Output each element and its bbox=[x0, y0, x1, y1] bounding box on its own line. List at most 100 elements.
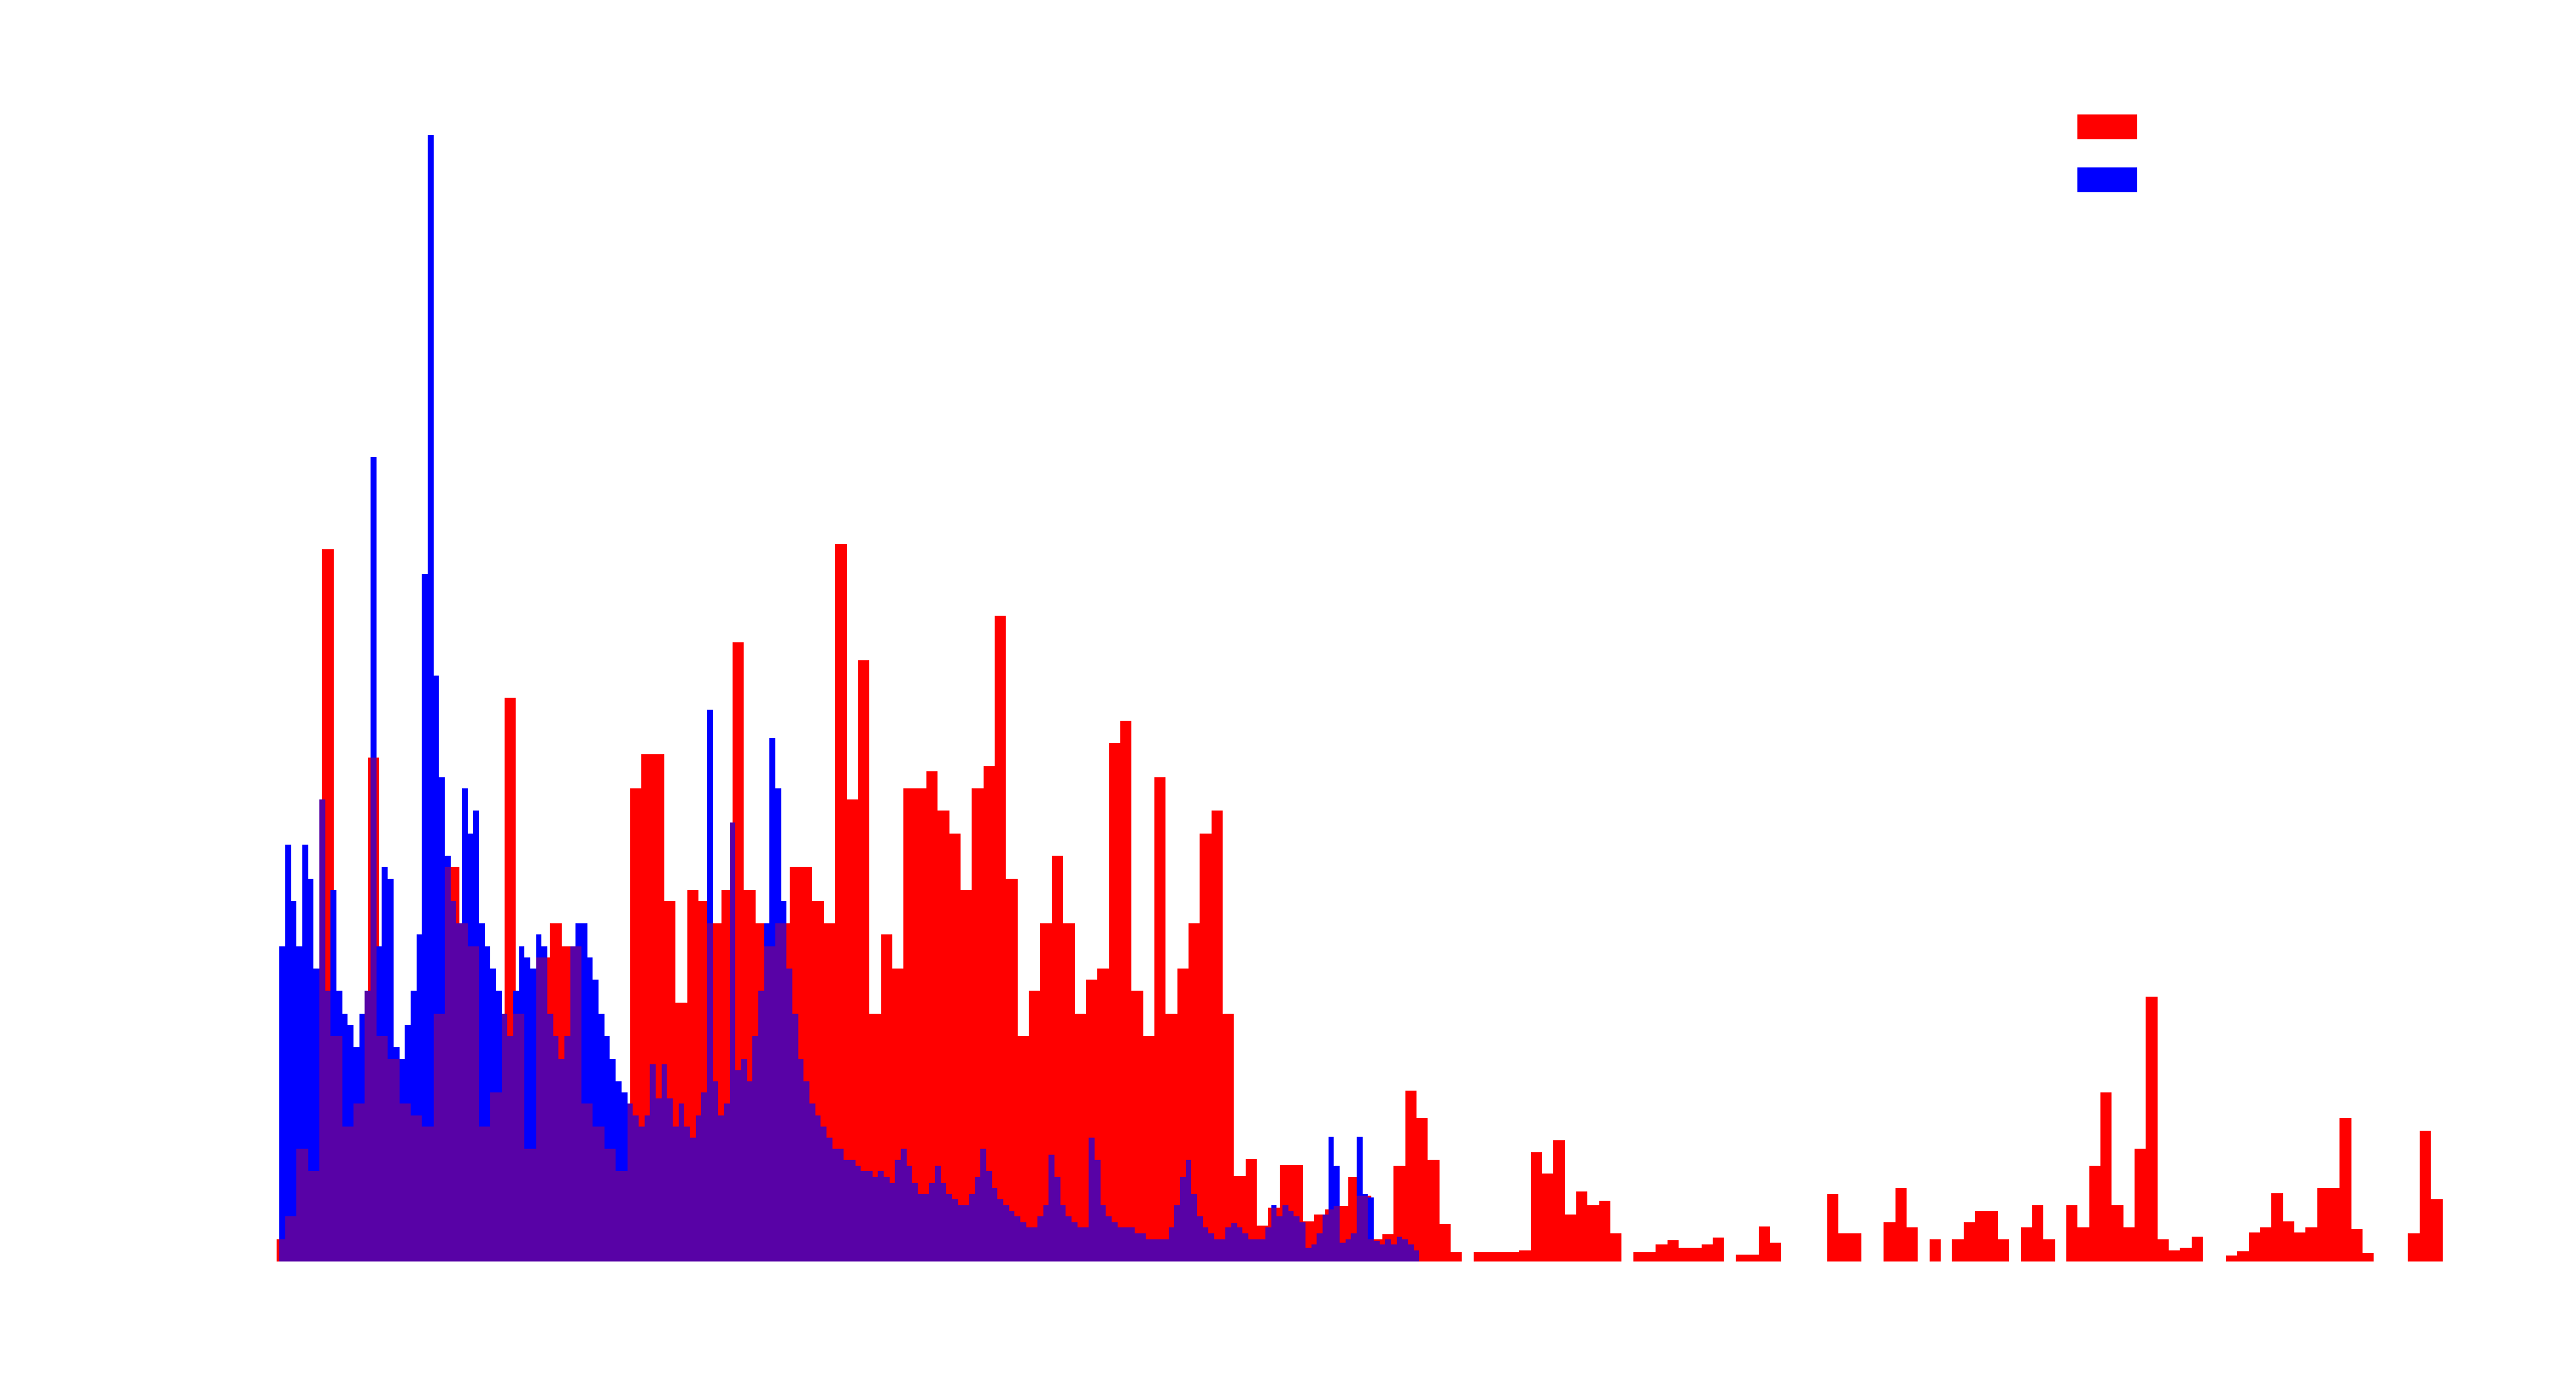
overlap-bar bbox=[1049, 1155, 1054, 1261]
overlap-bar bbox=[1231, 1223, 1237, 1261]
red-bar bbox=[1474, 1252, 1485, 1261]
red-bar bbox=[1702, 1244, 1713, 1261]
red-bar bbox=[2180, 1248, 2192, 1261]
overlap-bar bbox=[1135, 1233, 1140, 1261]
overlap-bar bbox=[575, 946, 581, 1261]
red-bar bbox=[2339, 1118, 2351, 1261]
overlap-bar bbox=[411, 1115, 417, 1261]
overlap-bar bbox=[1208, 1233, 1214, 1261]
overlap-bar bbox=[662, 1064, 667, 1261]
red-bar bbox=[1610, 1233, 1621, 1261]
red-bar bbox=[1576, 1191, 1587, 1261]
red-bar bbox=[1975, 1211, 1987, 1261]
overlap-bar bbox=[821, 1127, 827, 1261]
overlap-bar bbox=[593, 1127, 599, 1261]
red-bar bbox=[1200, 834, 1212, 1261]
overlap-bar bbox=[377, 1036, 382, 1261]
red-bar bbox=[1131, 991, 1143, 1261]
overlap-bar bbox=[1020, 1222, 1026, 1261]
overlap-bar bbox=[1294, 1216, 1300, 1261]
overlap-bar bbox=[353, 1103, 359, 1261]
red-bar bbox=[1508, 1252, 1519, 1261]
overlap-bar bbox=[1368, 1239, 1374, 1261]
overlap-bar bbox=[1066, 1216, 1072, 1261]
overlap-bar bbox=[1254, 1239, 1259, 1261]
red-bar bbox=[995, 616, 1006, 1261]
overlap-bar bbox=[952, 1199, 958, 1261]
overlap-bar bbox=[462, 923, 468, 1261]
overlap-bar bbox=[1214, 1239, 1220, 1261]
overlap-bar bbox=[690, 1138, 696, 1261]
overlap-bar bbox=[1174, 1205, 1180, 1261]
overlap-bar bbox=[1123, 1227, 1129, 1261]
overlap-bar bbox=[291, 1216, 296, 1261]
overlap-bar bbox=[867, 1171, 873, 1261]
overlap-bar bbox=[707, 923, 713, 1261]
red-bar bbox=[2226, 1256, 2237, 1261]
red-bar bbox=[2305, 1227, 2317, 1261]
red-bar bbox=[1987, 1211, 1998, 1261]
red-bar bbox=[2294, 1232, 2305, 1261]
overlap-bar bbox=[553, 1036, 558, 1261]
blue-bar bbox=[291, 901, 296, 1261]
overlap-bar bbox=[986, 1171, 992, 1261]
overlap-bar bbox=[1340, 1243, 1346, 1261]
overlap-bar bbox=[907, 1166, 912, 1261]
overlap-bar bbox=[1095, 1160, 1101, 1261]
overlap-bar bbox=[417, 1115, 422, 1261]
overlap-bar bbox=[667, 1098, 673, 1261]
overlap-bar bbox=[895, 1160, 901, 1261]
overlap-bar bbox=[741, 1059, 747, 1261]
blue-bar bbox=[428, 135, 434, 1261]
red-bar bbox=[1964, 1222, 1975, 1261]
overlap-bar bbox=[599, 1127, 605, 1261]
overlap-bar bbox=[1031, 1227, 1037, 1261]
red-bar bbox=[1895, 1188, 1907, 1261]
overlap-bar bbox=[901, 1149, 907, 1261]
legend bbox=[2077, 114, 2137, 195]
overlap-bar bbox=[382, 1036, 388, 1261]
red-bar bbox=[2169, 1250, 2180, 1261]
overlap-bar bbox=[929, 1183, 935, 1261]
blue-bar bbox=[479, 923, 485, 1261]
overlap-bar bbox=[1237, 1227, 1242, 1261]
overlap-bar bbox=[730, 822, 735, 1261]
red-bar bbox=[1736, 1255, 1747, 1261]
overlap-bar bbox=[1163, 1239, 1169, 1261]
overlap-bar bbox=[541, 957, 547, 1261]
overlap-bar bbox=[405, 1103, 411, 1261]
overlap-bar bbox=[1265, 1227, 1271, 1261]
overlap-bar bbox=[713, 1081, 718, 1261]
overlap-bar bbox=[496, 1092, 502, 1261]
overlap-bar bbox=[1026, 1227, 1031, 1261]
blue-bar bbox=[279, 946, 285, 1261]
overlap-bar bbox=[1385, 1239, 1391, 1261]
overlap-bar bbox=[650, 1064, 656, 1261]
overlap-bar bbox=[1169, 1227, 1174, 1261]
overlap-bar bbox=[468, 946, 473, 1261]
red-bar bbox=[1018, 1036, 1029, 1261]
overlap-bar bbox=[1054, 1177, 1060, 1261]
overlap-bar bbox=[1084, 1227, 1089, 1261]
legend-red-swatch bbox=[2077, 114, 2137, 139]
overlap-bar bbox=[781, 923, 786, 1261]
red-bar bbox=[2100, 1092, 2112, 1261]
overlap-bar bbox=[439, 1014, 445, 1261]
red-bar bbox=[835, 544, 847, 1261]
overlap-bar bbox=[747, 1081, 752, 1261]
overlap-bar bbox=[1329, 1209, 1334, 1261]
blue-bar bbox=[581, 923, 587, 1261]
red-bar bbox=[1029, 991, 1040, 1261]
red-bar bbox=[2135, 1149, 2146, 1261]
overlap-bar bbox=[330, 1036, 336, 1261]
overlap-bar bbox=[679, 1103, 684, 1261]
overlap-bar bbox=[1203, 1227, 1208, 1261]
red-bar bbox=[1393, 1166, 1405, 1261]
red-bar bbox=[1599, 1201, 1610, 1261]
red-bar bbox=[1907, 1227, 1918, 1261]
red-bar bbox=[1713, 1238, 1724, 1261]
red-bar bbox=[1838, 1233, 1849, 1261]
overlap-bar bbox=[622, 1171, 628, 1261]
red-bar bbox=[1189, 923, 1200, 1261]
